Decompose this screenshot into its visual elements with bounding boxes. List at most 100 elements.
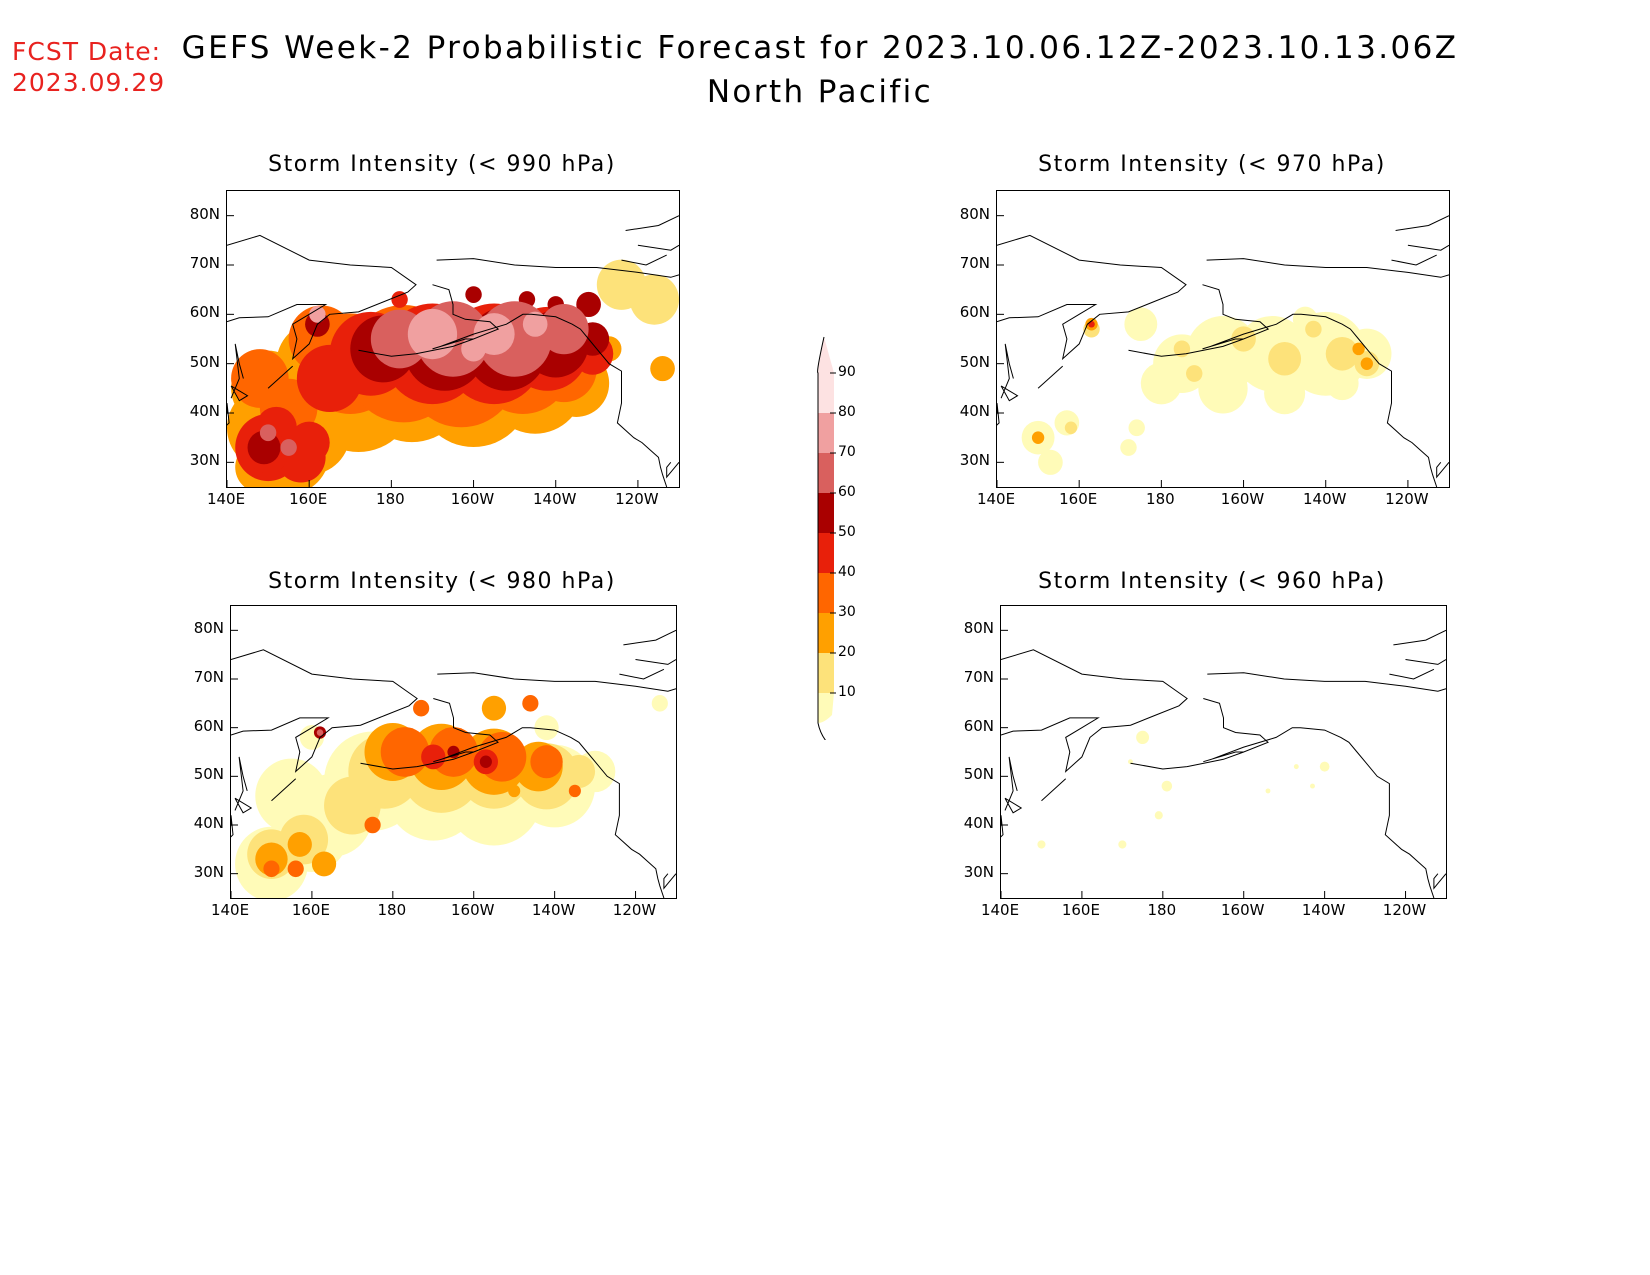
colorbar-segment	[818, 533, 834, 573]
probability-region	[280, 439, 297, 456]
probability-region	[522, 695, 539, 712]
probability-region	[1173, 340, 1191, 358]
lat-label: 50N	[189, 352, 220, 371]
lat-label: 40N	[959, 402, 990, 420]
coastline	[619, 668, 665, 680]
colorbar-label: 40	[838, 564, 856, 580]
colorbar-segment	[818, 453, 834, 493]
lat-label: 40N	[193, 814, 224, 832]
probability-region	[1118, 840, 1127, 849]
colorbar-label: 90	[838, 364, 856, 380]
lat-label: 70N	[959, 254, 990, 272]
colorbar-segment	[818, 493, 834, 533]
lon-label: 140W	[1301, 901, 1346, 919]
map-plot	[1001, 629, 1446, 898]
lon-label: 140E	[206, 490, 246, 508]
probability-region	[1198, 363, 1248, 414]
probability-region	[1186, 365, 1203, 382]
coastline	[1436, 461, 1449, 479]
lat-label: 80N	[959, 204, 990, 223]
map-panel-980	[230, 605, 677, 899]
lat-label: 70N	[963, 668, 994, 686]
lon-label: 140W	[531, 901, 576, 919]
lon-label: 140W	[532, 490, 577, 508]
coastline	[623, 629, 676, 646]
probability-region	[1360, 357, 1373, 370]
panel-title-960: Storm Intensity (< 960 hPa)	[1038, 569, 1386, 594]
coastline	[1202, 284, 1438, 487]
colorbar-segment	[818, 653, 834, 693]
probability-region	[1124, 307, 1158, 341]
region-subtitle: North Pacific	[706, 74, 934, 110]
lat-label: 30N	[963, 862, 994, 881]
probability-region	[651, 695, 668, 712]
map-plot	[227, 215, 679, 487]
coastline	[1206, 258, 1449, 278]
coastline	[666, 461, 679, 479]
probability-region	[1325, 337, 1359, 371]
colorbar-segment	[818, 413, 834, 453]
lon-label: 120W	[615, 490, 659, 508]
probability-region	[508, 784, 521, 798]
probability-region	[562, 754, 596, 789]
lat-label: 80N	[189, 204, 220, 223]
coastline	[1405, 659, 1446, 665]
coastline	[234, 756, 248, 811]
coastline	[663, 873, 676, 890]
probability-region	[1161, 780, 1173, 792]
coastline	[1004, 797, 1023, 814]
lat-label: 70N	[189, 254, 220, 272]
coastline	[1128, 338, 1244, 357]
lon-label: 120W	[612, 901, 657, 919]
colorbar-label: 10	[838, 684, 856, 700]
probability-region	[1128, 419, 1145, 437]
lat-label: 50N	[193, 765, 224, 784]
probability-region	[421, 744, 446, 770]
lon-label: 160W	[450, 490, 495, 508]
colorbar-label: 50	[838, 524, 856, 540]
probability-region	[534, 715, 559, 741]
probability-region	[539, 303, 589, 355]
coastline	[1207, 672, 1446, 692]
lat-label: 30N	[193, 862, 224, 881]
probability-region	[568, 784, 581, 798]
lat-label: 30N	[189, 451, 220, 470]
lat-label: 50N	[959, 352, 990, 371]
probability-region	[309, 305, 326, 323]
map-plot	[231, 629, 676, 898]
lon-label: 160E	[291, 901, 330, 919]
coastline	[1037, 365, 1064, 389]
probability-region	[263, 860, 280, 878]
coastline	[230, 385, 249, 402]
probability-region	[1293, 764, 1299, 770]
probability-region	[1319, 761, 1330, 772]
panel-title-990: Storm Intensity (< 990 hPa)	[268, 152, 616, 177]
probability-region	[311, 851, 337, 877]
coastline	[1004, 756, 1018, 811]
coastline	[437, 672, 676, 692]
probability-region	[650, 356, 675, 382]
colorbar-label: 80	[838, 404, 856, 420]
probability-region	[316, 729, 324, 736]
lon-label: 140E	[980, 901, 1020, 919]
lon-label: 180	[1146, 490, 1175, 508]
coastline	[267, 365, 294, 389]
probability-region	[287, 860, 304, 878]
coastline	[231, 815, 234, 838]
probability-region	[1088, 320, 1095, 328]
coastline	[1393, 629, 1446, 646]
map-panel-970	[996, 190, 1450, 488]
coastline	[1130, 751, 1244, 770]
coastline	[1203, 698, 1435, 898]
lat-label: 60N	[189, 303, 220, 322]
probability-region	[1038, 449, 1063, 475]
coastline	[433, 698, 665, 898]
map-panel-990	[226, 190, 680, 488]
probability-region	[530, 745, 563, 779]
coastline	[360, 751, 474, 770]
probability-region	[287, 832, 312, 857]
probability-region	[1136, 730, 1150, 745]
probability-region	[522, 311, 548, 337]
coastline	[1389, 668, 1435, 680]
panel-title-970: Storm Intensity (< 970 hPa)	[1038, 152, 1386, 177]
